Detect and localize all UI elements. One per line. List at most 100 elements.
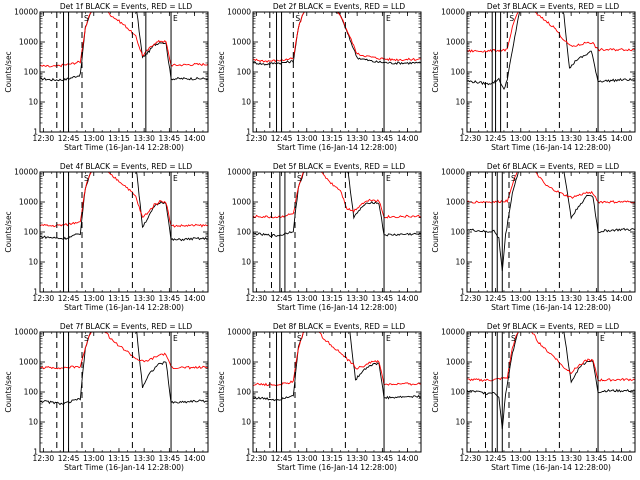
x-tick-label: 13:45 <box>586 134 608 143</box>
x-tick-label: 12:45 <box>58 134 80 143</box>
lld-series-line <box>467 172 635 204</box>
y-tick-label: 100 <box>451 68 466 77</box>
y-tick-label: 1000 <box>19 358 38 367</box>
x-tick-label: 13:15 <box>108 294 130 303</box>
chart-panel-8: Det 8f BLACK = Events, RED = LLD S E 1 10 100… <box>217 322 422 472</box>
plot-frame <box>39 171 209 293</box>
start-bracket-label: S <box>295 14 300 23</box>
end-bracket-label: E <box>600 334 605 343</box>
chart-panel-5: Det 5f BLACK = Events, RED = LLD S E 1 10 100… <box>217 162 422 312</box>
x-tick-label: 13:15 <box>321 454 343 463</box>
end-bracket-label: E <box>173 334 178 343</box>
lld-series-line <box>253 332 421 387</box>
y-tick-label: 10000 <box>441 8 465 17</box>
start-bracket-label: S <box>84 334 89 343</box>
y-tick-label: 10 <box>28 258 38 267</box>
lld-series-line <box>40 332 208 370</box>
y-tick-label: 10000 <box>14 168 38 177</box>
start-bracket-label: S <box>511 174 516 183</box>
x-tick-label: 13:30 <box>346 134 368 143</box>
x-tick-label: 13:45 <box>159 134 181 143</box>
x-tick-label: 13:30 <box>346 294 368 303</box>
y-tick-label: 1000 <box>19 38 38 47</box>
y-axis-label: Counts/sec <box>431 211 440 252</box>
y-axis-label: Counts/sec <box>4 51 13 92</box>
y-tick-label: 1 <box>460 288 465 297</box>
x-tick-label: 12:30 <box>460 134 482 143</box>
x-tick-label: 12:45 <box>58 454 80 463</box>
chart-title: Det 4f BLACK = Events, RED = LLD <box>60 162 193 171</box>
x-axis-label: Start Time (16-Jan-14 12:28:00) <box>277 303 397 312</box>
x-tick-label: 13:30 <box>560 134 582 143</box>
end-bracket-label: E <box>600 14 605 23</box>
y-tick-label: 1 <box>33 288 38 297</box>
x-tick-label: 13:00 <box>83 134 105 143</box>
x-tick-label: 13:30 <box>133 454 155 463</box>
x-axis-label: Start Time (16-Jan-14 12:28:00) <box>491 143 611 152</box>
x-tick-label: 13:00 <box>510 454 532 463</box>
x-tick-label: 13:00 <box>510 134 532 143</box>
end-bracket-label: E <box>173 174 178 183</box>
start-bracket-label: S <box>297 334 302 343</box>
events-series-line <box>253 332 421 402</box>
x-tick-label: 14:00 <box>397 294 419 303</box>
start-bracket-label: S <box>509 14 514 23</box>
x-tick-label: 12:45 <box>485 294 507 303</box>
y-axis-label: Counts/sec <box>217 371 226 412</box>
y-tick-label: 100 <box>24 68 39 77</box>
chart-title: Det 8f BLACK = Events, RED = LLD <box>273 322 406 331</box>
y-tick-label: 10000 <box>14 8 38 17</box>
x-tick-label: 13:45 <box>372 454 394 463</box>
y-axis-label: Counts/sec <box>217 51 226 92</box>
end-bracket-label: E <box>173 14 178 23</box>
x-axis-label: Start Time (16-Jan-14 12:28:00) <box>491 463 611 472</box>
x-tick-label: 12:45 <box>271 294 293 303</box>
y-tick-label: 1 <box>33 448 38 457</box>
x-tick-label: 12:30 <box>246 454 268 463</box>
chart-panel-9: Det 9f BLACK = Events, RED = LLD S E 1 10 100… <box>431 322 636 472</box>
plot-frame <box>252 171 422 293</box>
y-tick-label: 10000 <box>227 168 251 177</box>
x-axis-label: Start Time (16-Jan-14 12:28:00) <box>64 463 184 472</box>
x-tick-label: 13:00 <box>296 454 318 463</box>
x-tick-label: 12:30 <box>246 134 268 143</box>
y-tick-label: 10000 <box>227 8 251 17</box>
chart-title: Det 2f BLACK = Events, RED = LLD <box>273 2 406 11</box>
y-tick-label: 100 <box>451 388 466 397</box>
y-tick-label: 100 <box>237 68 252 77</box>
y-tick-label: 1000 <box>232 38 251 47</box>
x-tick-label: 13:15 <box>535 294 557 303</box>
y-tick-label: 10 <box>455 98 465 107</box>
y-tick-label: 100 <box>237 388 252 397</box>
start-bracket-label: S <box>297 174 302 183</box>
y-tick-label: 1000 <box>232 358 251 367</box>
x-tick-label: 13:45 <box>372 134 394 143</box>
lld-series-line <box>467 12 635 53</box>
x-axis-label: Start Time (16-Jan-14 12:28:00) <box>277 463 397 472</box>
x-tick-label: 13:15 <box>108 454 130 463</box>
events-series-line <box>40 332 208 406</box>
y-axis-label: Counts/sec <box>4 211 13 252</box>
x-tick-label: 13:00 <box>296 134 318 143</box>
x-axis-label: Start Time (16-Jan-14 12:28:00) <box>64 303 184 312</box>
y-tick-label: 10000 <box>227 328 251 337</box>
y-tick-label: 10000 <box>441 168 465 177</box>
events-series-line <box>467 12 635 91</box>
y-tick-label: 10 <box>455 418 465 427</box>
y-tick-label: 1 <box>33 128 38 137</box>
y-tick-label: 1000 <box>232 198 251 207</box>
end-bracket-label: E <box>386 334 391 343</box>
x-tick-label: 12:45 <box>485 134 507 143</box>
events-series-line <box>253 172 421 237</box>
events-series-line <box>467 172 635 272</box>
end-bracket-label: E <box>600 174 605 183</box>
x-tick-label: 14:00 <box>184 134 206 143</box>
y-tick-label: 1000 <box>446 358 465 367</box>
x-tick-label: 13:45 <box>372 294 394 303</box>
x-tick-label: 13:00 <box>83 454 105 463</box>
x-tick-label: 12:30 <box>33 294 55 303</box>
x-axis-label: Start Time (16-Jan-14 12:28:00) <box>277 143 397 152</box>
x-tick-label: 13:30 <box>133 134 155 143</box>
chart-title: Det 9f BLACK = Events, RED = LLD <box>487 322 620 331</box>
x-tick-label: 14:00 <box>184 454 206 463</box>
